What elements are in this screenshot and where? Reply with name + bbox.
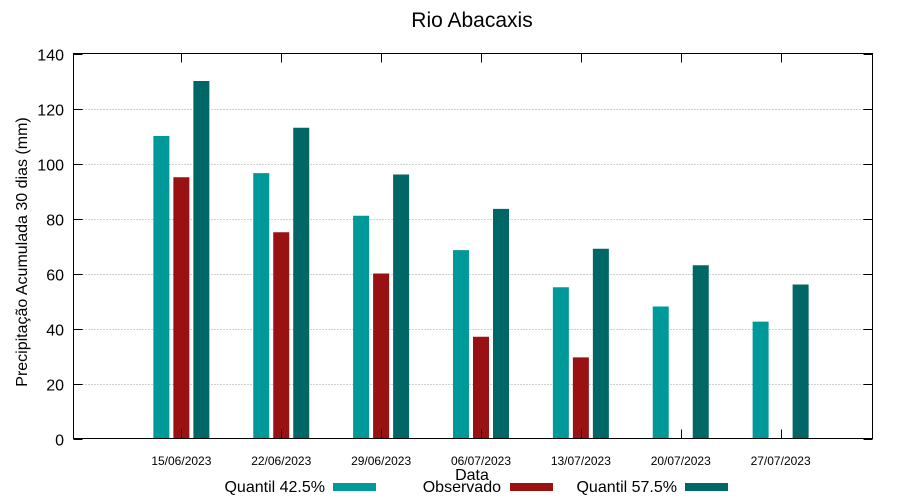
y-tick-label: 140: [37, 48, 64, 65]
y-tick-label: 0: [55, 433, 64, 450]
legend-label: Quantil 57.5%: [576, 479, 677, 496]
x-tick-label: 06/07/2023: [451, 454, 511, 468]
y-tick-labels: 0 20 40 60 80 100 120 140: [37, 48, 64, 450]
bar: [692, 265, 709, 439]
chart-title: Rio Abacaxis: [411, 9, 532, 32]
x-axis-label: Data: [455, 467, 489, 484]
bar: [253, 173, 270, 439]
y-tick-label: 40: [46, 323, 64, 340]
bars: [153, 81, 809, 439]
legend-swatch: [333, 483, 376, 491]
x-tick-label: 15/06/2023: [151, 454, 211, 468]
bar: [193, 81, 210, 439]
legend: Quantil 42.5% Observado Quantil 57.5%: [224, 479, 728, 496]
y-axis-label: Precipitação Acumulada 30 dias (mm): [14, 117, 31, 386]
x-tick-label: 20/07/2023: [651, 454, 711, 468]
x-tick-label: 29/06/2023: [351, 454, 411, 468]
bar: [492, 208, 509, 439]
x-tick-labels: 15/06/2023 22/06/2023 29/06/2023 06/07/2023…: [151, 454, 811, 468]
bar: [173, 177, 190, 439]
x-tick-label: 13/07/2023: [551, 454, 611, 468]
axis-ticks: [73, 53, 873, 440]
bar: [153, 136, 170, 439]
y-tick-label: 100: [37, 158, 64, 175]
bar: [353, 215, 370, 439]
bar: [572, 357, 589, 439]
bar: [273, 232, 290, 439]
y-tick-label: 120: [37, 103, 64, 120]
bar: [293, 127, 310, 439]
bar: [373, 273, 390, 439]
bar: [592, 248, 609, 439]
y-tick-label: 20: [46, 378, 64, 395]
legend-swatch: [510, 483, 553, 491]
bar: [792, 284, 809, 439]
bar: [452, 250, 469, 439]
y-tick-label: 60: [46, 268, 64, 285]
bar: [552, 287, 569, 439]
legend-label: Observado: [423, 479, 501, 496]
x-tick-label: 22/06/2023: [251, 454, 311, 468]
bar: [393, 174, 410, 439]
y-tick-label: 80: [46, 213, 64, 230]
x-tick-label: 27/07/2023: [751, 454, 811, 468]
bar: [472, 336, 489, 439]
plot-frame: [73, 53, 873, 439]
legend-label: Quantil 42.5%: [224, 479, 325, 496]
bar: [652, 306, 669, 439]
legend-swatch: [685, 483, 728, 491]
bar: [752, 321, 769, 439]
